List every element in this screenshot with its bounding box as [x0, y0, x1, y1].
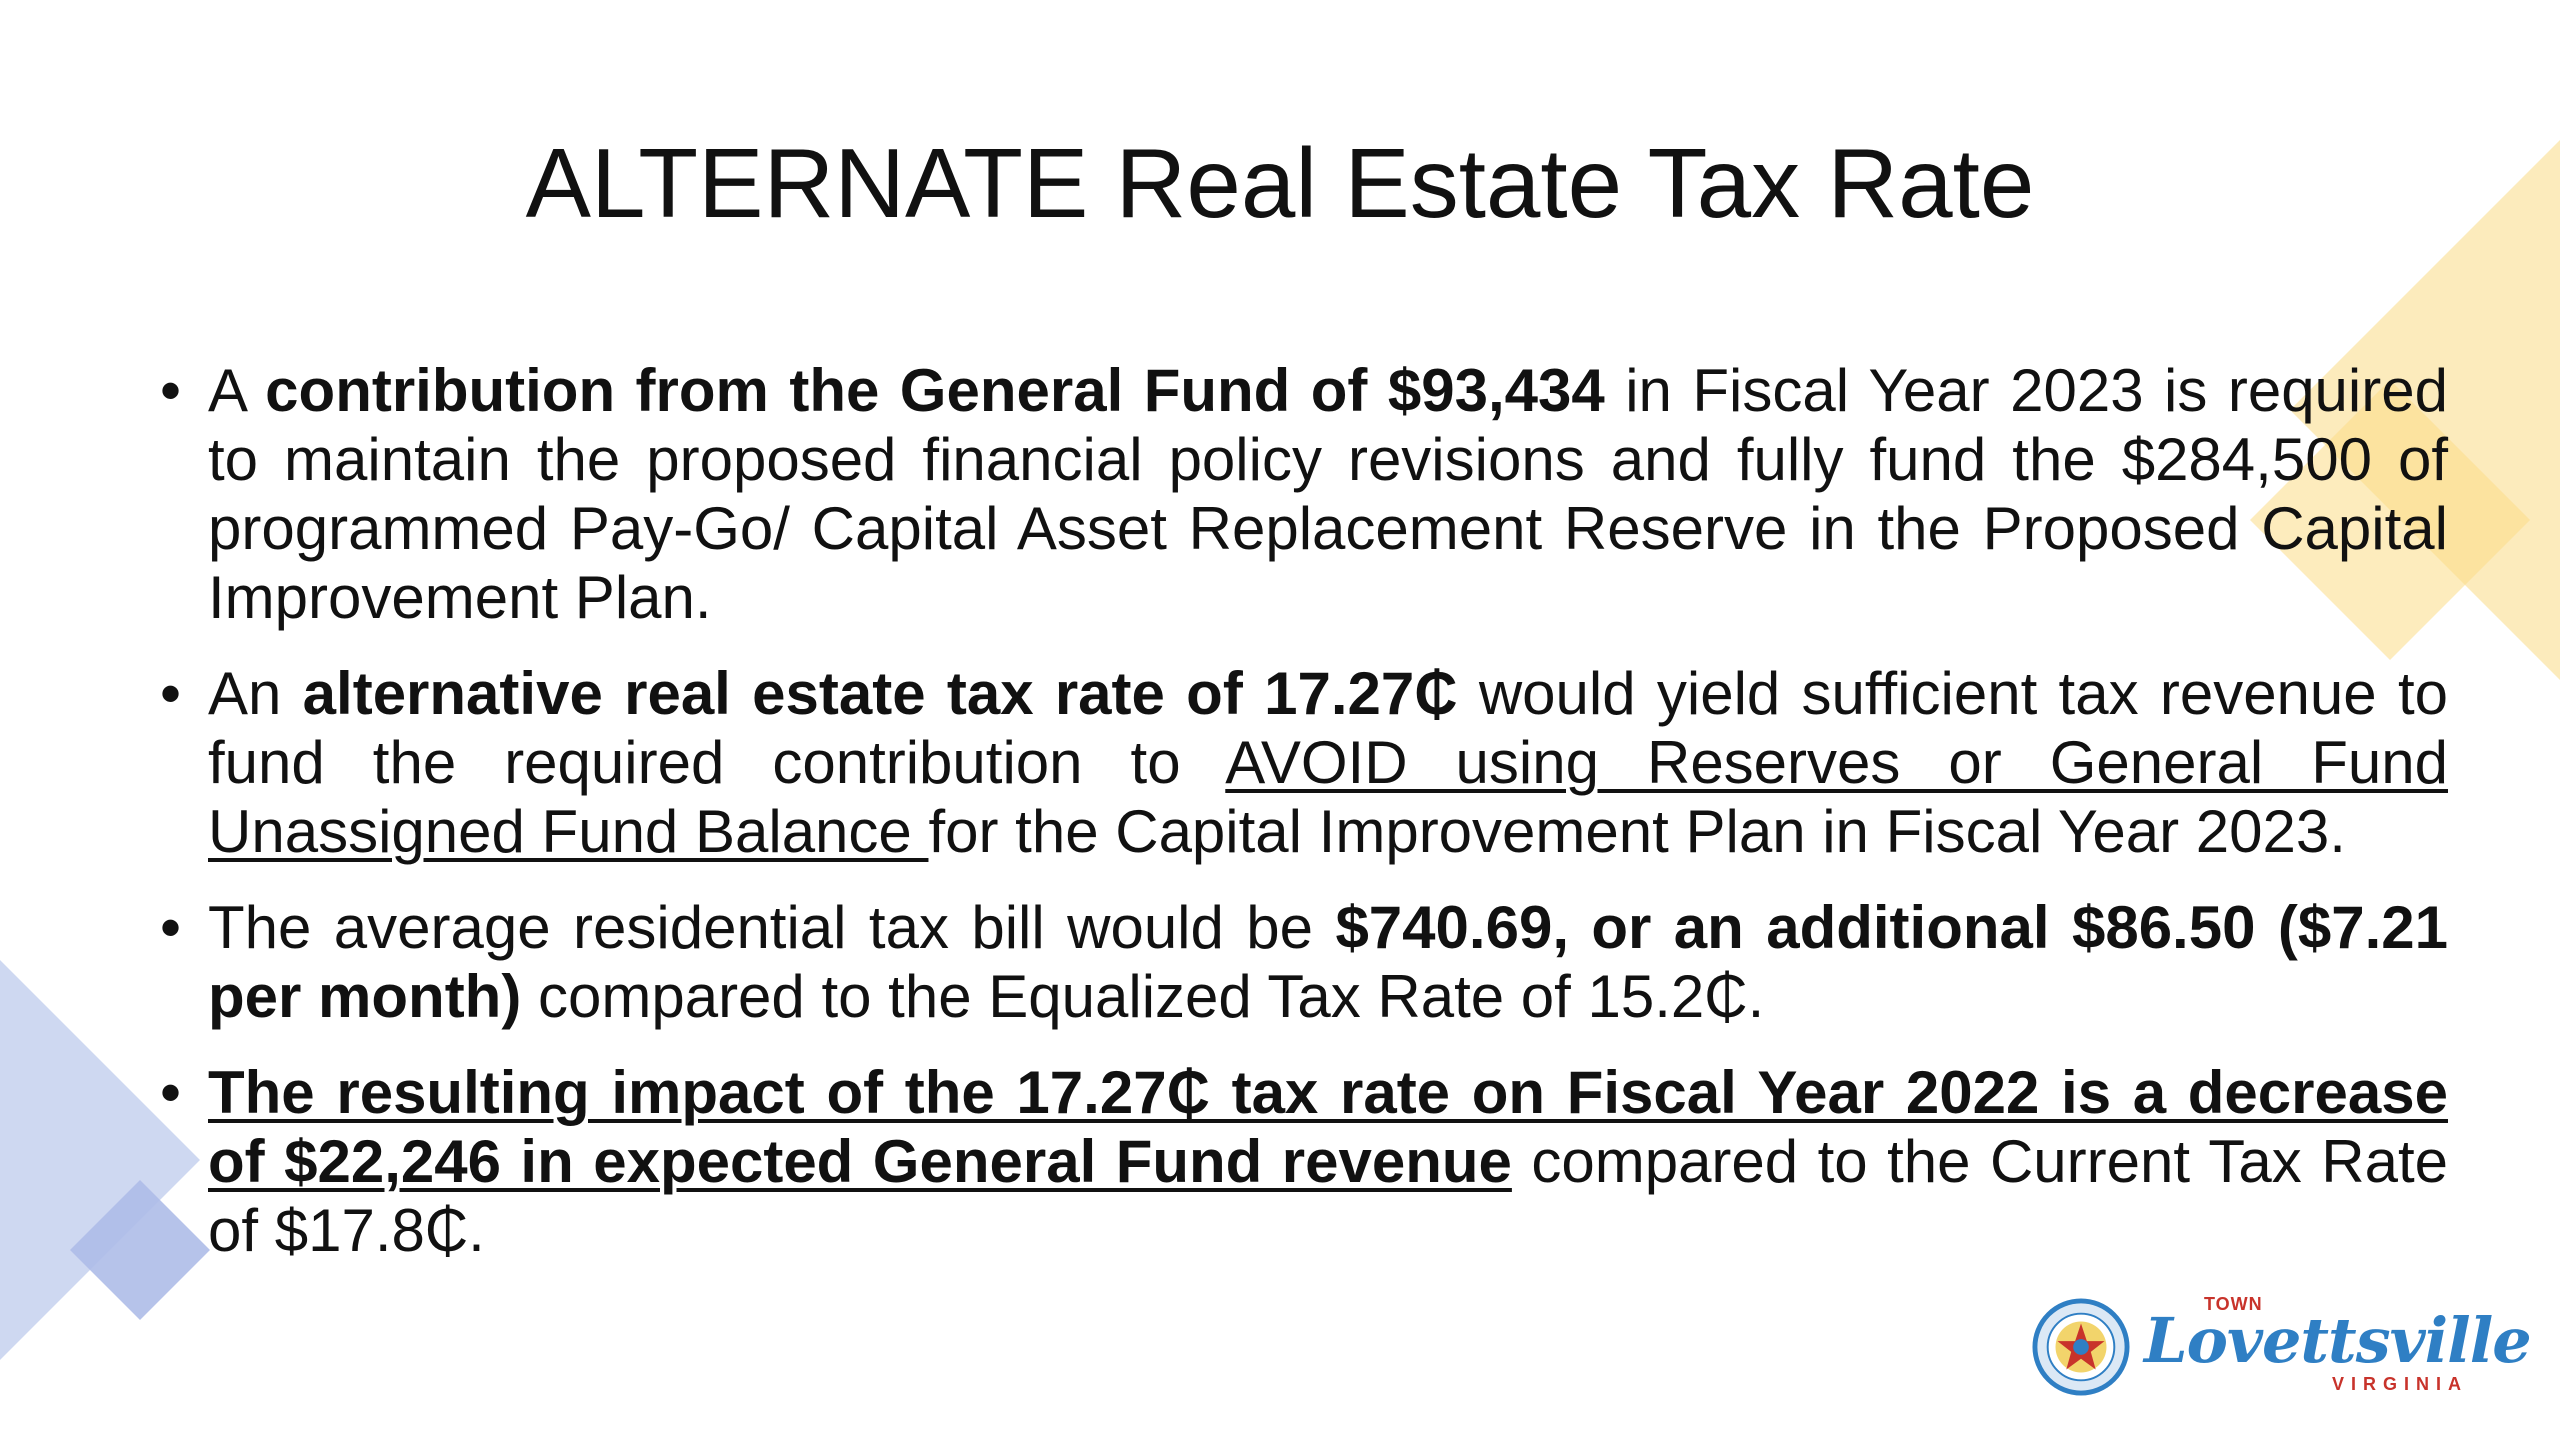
bullet-list: • A contribution from the General Fund o… [160, 356, 2448, 1265]
bullet-text: compared to the Equalized Tax Rate of 15… [521, 963, 1765, 1030]
town-seal-icon [2032, 1298, 2130, 1396]
bullet-underlined-text: AVOID using Reserves or General Fund Una… [208, 729, 2448, 865]
bullet-text: A [208, 357, 266, 424]
bullet-text: for the Capital Improvement Plan in Fisc… [928, 798, 2346, 865]
bullet-bold-text: alternative real estate tax rate of 17.2… [302, 660, 1458, 727]
town-logo: TOWN Lovettsville VIRGINIA [2032, 1294, 2532, 1396]
bullet-text: compared to the Current Tax Rate of $17.… [208, 1128, 2448, 1264]
bullet-item: • An alternative real estate tax rate of… [160, 659, 2448, 866]
logo-state-label: VIRGINIA [2332, 1374, 2469, 1394]
logo-town-name: Lovettsville [2144, 1304, 2532, 1377]
bullet-text: The average residential tax bill would b… [208, 894, 1336, 961]
bullet-item: • The resulting impact of the 17.27₵ tax… [160, 1058, 2448, 1265]
bullet-bold-text: $740.69, or an additional $86.50 ($7.21 … [208, 894, 2448, 1030]
bullet-bold-text: contribution from the General Fund of $9… [265, 357, 1605, 424]
logo-town-label: TOWN [2204, 1294, 2263, 1314]
bullet-bold-underlined-text: The resulting impact of the 17.27₵ tax r… [208, 1059, 2448, 1195]
bullet-item: • A contribution from the General Fund o… [160, 356, 2448, 632]
bullet-dot: • [160, 1059, 182, 1126]
bullet-text: would yield sufficient tax revenue to fu… [208, 660, 2448, 796]
bullet-dot: • [160, 357, 182, 424]
bullet-text: An [208, 660, 303, 727]
bullet-dot: • [160, 894, 182, 961]
bullet-text: in Fiscal Year 2023 is required to maint… [208, 357, 2448, 631]
bullet-dot: • [160, 660, 182, 727]
slide-title: ALTERNATE Real Estate Tax Rate [525, 128, 2035, 238]
bullet-item: • The average residential tax bill would… [160, 893, 2448, 1031]
